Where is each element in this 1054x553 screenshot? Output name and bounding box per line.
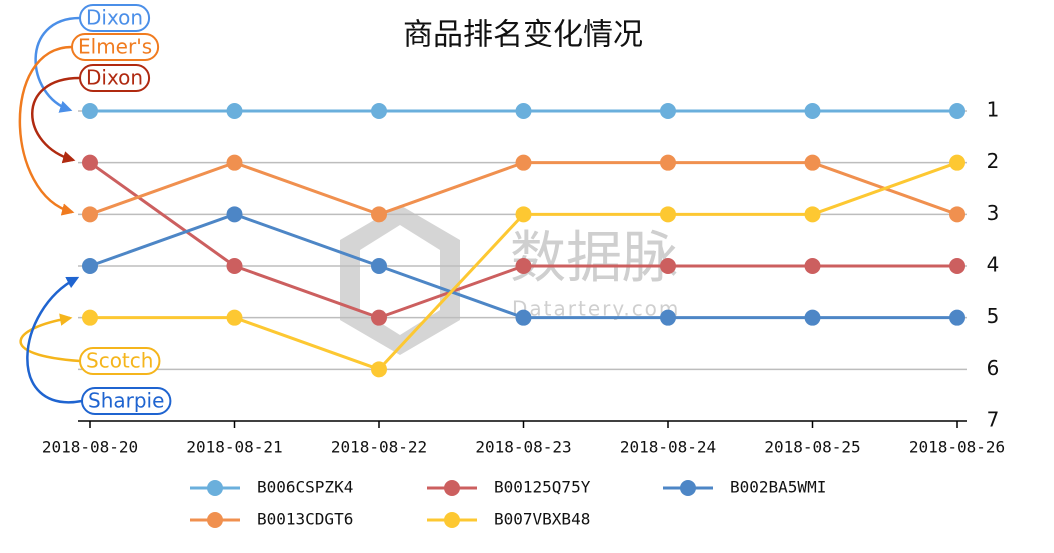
point bbox=[660, 206, 676, 223]
point bbox=[804, 206, 821, 223]
legend-item: B00125Q75Y bbox=[427, 478, 591, 497]
point bbox=[226, 103, 243, 119]
annotation-arrow bbox=[34, 16, 81, 113]
legend-item: B002BA5WMI bbox=[663, 478, 826, 497]
watermark-main: 数据脉 bbox=[510, 226, 678, 291]
x-tick-label: 2018-08-22 bbox=[331, 438, 427, 457]
y-tick-label: 5 bbox=[987, 304, 1000, 328]
annotation-label: Sharpie bbox=[88, 389, 164, 413]
point bbox=[515, 154, 532, 171]
x-tick-label: 2018-08-20 bbox=[42, 438, 138, 457]
y-tick-label: 1 bbox=[987, 98, 1000, 122]
y-tick-label: 7 bbox=[987, 408, 1000, 432]
legend-label: B00125Q75Y bbox=[494, 478, 591, 497]
legend-label: B002BA5WMI bbox=[730, 478, 826, 497]
point bbox=[515, 258, 532, 274]
point bbox=[660, 103, 676, 119]
annotation: Elmer's bbox=[71, 33, 160, 61]
point bbox=[82, 309, 98, 326]
annotation-arrow bbox=[19, 313, 81, 363]
point bbox=[804, 309, 821, 326]
point bbox=[515, 206, 532, 223]
annotation-box bbox=[79, 347, 161, 375]
x-tick-label: 2018-08-25 bbox=[764, 438, 860, 457]
annotation-label: Scotch bbox=[86, 349, 153, 373]
legend-marker bbox=[444, 480, 460, 496]
point bbox=[371, 309, 387, 326]
y-tick-label: 3 bbox=[987, 201, 1000, 225]
point bbox=[804, 154, 821, 171]
y-tick-label: 2 bbox=[987, 149, 1000, 173]
point bbox=[804, 103, 821, 119]
point bbox=[515, 309, 532, 326]
legend-marker bbox=[207, 512, 223, 528]
point bbox=[949, 309, 965, 326]
point bbox=[82, 206, 98, 223]
annotation-arrow bbox=[31, 76, 81, 164]
legend-marker bbox=[444, 512, 460, 528]
point bbox=[82, 154, 98, 171]
point bbox=[804, 258, 821, 274]
point bbox=[660, 258, 676, 274]
point bbox=[949, 103, 965, 119]
legend-label: B0013CDGT6 bbox=[257, 510, 353, 529]
y-tick-label: 4 bbox=[987, 253, 1000, 277]
annotation: Dixon bbox=[79, 64, 151, 92]
annotation-label: Dixon bbox=[86, 6, 143, 30]
legend-item: B006CSPZK4 bbox=[190, 478, 353, 497]
annotation-label: Elmer's bbox=[78, 35, 152, 59]
legend-marker bbox=[207, 480, 223, 496]
x-tick-label: 2018-08-24 bbox=[620, 438, 716, 457]
legend-item: B007VBXB48 bbox=[427, 510, 590, 529]
annotation-arrow bbox=[26, 276, 83, 404]
watermark-logo bbox=[340, 205, 460, 355]
annotation-box bbox=[81, 387, 172, 415]
annotation: Scotch bbox=[79, 347, 161, 375]
point bbox=[949, 206, 965, 223]
annotation-label: Dixon bbox=[86, 66, 143, 90]
legend-item: B0013CDGT6 bbox=[190, 510, 353, 529]
legend-label: B006CSPZK4 bbox=[257, 478, 353, 497]
annotation-box bbox=[71, 33, 160, 61]
point bbox=[660, 154, 676, 171]
point bbox=[82, 258, 98, 274]
point bbox=[371, 103, 387, 119]
chart-title: 商品排名变化情况 bbox=[403, 18, 643, 53]
x-tick-label: 2018-08-23 bbox=[475, 438, 571, 457]
point bbox=[949, 154, 965, 171]
annotation-box bbox=[79, 64, 151, 92]
annotation-box bbox=[79, 4, 151, 32]
point bbox=[226, 309, 243, 326]
point bbox=[660, 309, 676, 326]
y-tick-label: 6 bbox=[987, 356, 1000, 380]
annotation: Sharpie bbox=[81, 387, 172, 415]
point bbox=[371, 258, 387, 274]
point bbox=[371, 361, 387, 378]
point bbox=[949, 258, 965, 274]
point bbox=[371, 206, 387, 223]
point bbox=[515, 103, 532, 119]
x-tick-label: 2018-08-21 bbox=[186, 438, 282, 457]
point bbox=[226, 154, 243, 171]
x-tick-label: 2018-08-26 bbox=[909, 438, 1005, 457]
point bbox=[226, 258, 243, 274]
point bbox=[226, 206, 243, 223]
annotation: Dixon bbox=[79, 4, 151, 32]
legend-label: B007VBXB48 bbox=[494, 510, 590, 529]
point bbox=[82, 103, 98, 119]
annotation-arrow bbox=[18, 45, 75, 216]
legend-marker bbox=[680, 480, 696, 496]
